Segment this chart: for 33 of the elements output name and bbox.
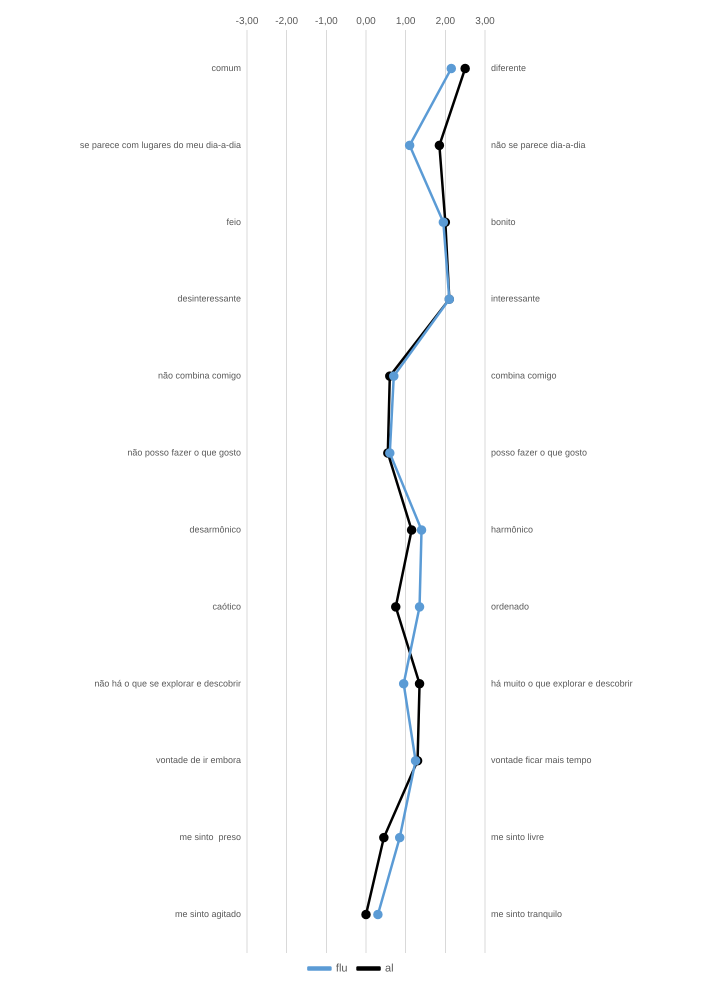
legend-label: al bbox=[385, 962, 394, 975]
x-tick-label: 0,00 bbox=[356, 16, 376, 27]
y-tick-label: não há o que se explorar e descobrir bbox=[94, 678, 241, 688]
x-tick-label: 3,00 bbox=[475, 16, 496, 27]
y-tick-label: não combina comigo bbox=[158, 370, 241, 381]
y-tick-label: vontade de ir embora bbox=[156, 755, 241, 766]
y2-tick-label: interessante bbox=[491, 294, 540, 304]
y2-tick-label: há muito o que explorar e descobrir bbox=[491, 678, 633, 688]
x-tick-label: 2,00 bbox=[436, 16, 456, 27]
y2-tick-label: harmônico bbox=[491, 524, 534, 534]
x-tick-label: 1,00 bbox=[396, 16, 416, 27]
y-tick-label: me sinto agitado bbox=[174, 909, 241, 920]
y2-tick-label: posso fazer o que gosto bbox=[491, 448, 588, 458]
y2-tick-label: não se parece dia-a-dia bbox=[491, 140, 586, 150]
y-tick-label: comum bbox=[211, 62, 241, 73]
y2-tick-label: me sinto livre bbox=[491, 832, 544, 842]
y2-tick-label: me sinto tranquilo bbox=[491, 909, 562, 920]
y-tick-label: desinteressante bbox=[177, 294, 241, 304]
y2-tick-label: combina comigo bbox=[491, 370, 557, 381]
y-tick-label: não posso fazer o que gosto bbox=[127, 448, 241, 458]
legend-label: flu bbox=[336, 962, 348, 975]
y-tick-label: desarmônico bbox=[189, 524, 241, 534]
y2-tick-label: ordenado bbox=[491, 601, 530, 612]
y2-tick-label: bonito bbox=[491, 216, 516, 227]
y-tick-label: caótico bbox=[212, 601, 241, 612]
y-tick-label: se parece com lugares do meu dia-a-dia bbox=[80, 140, 241, 150]
y-tick-label: me sinto preso bbox=[179, 832, 241, 842]
y-tick-label: feio bbox=[226, 216, 241, 227]
y2-tick-label: vontade ficar mais tempo bbox=[491, 755, 592, 766]
x-tick-label: -3,00 bbox=[236, 16, 259, 27]
x-tick-label: -2,00 bbox=[275, 16, 298, 27]
y2-tick-label: diferente bbox=[491, 62, 526, 73]
x-tick-label: -1,00 bbox=[314, 16, 338, 27]
